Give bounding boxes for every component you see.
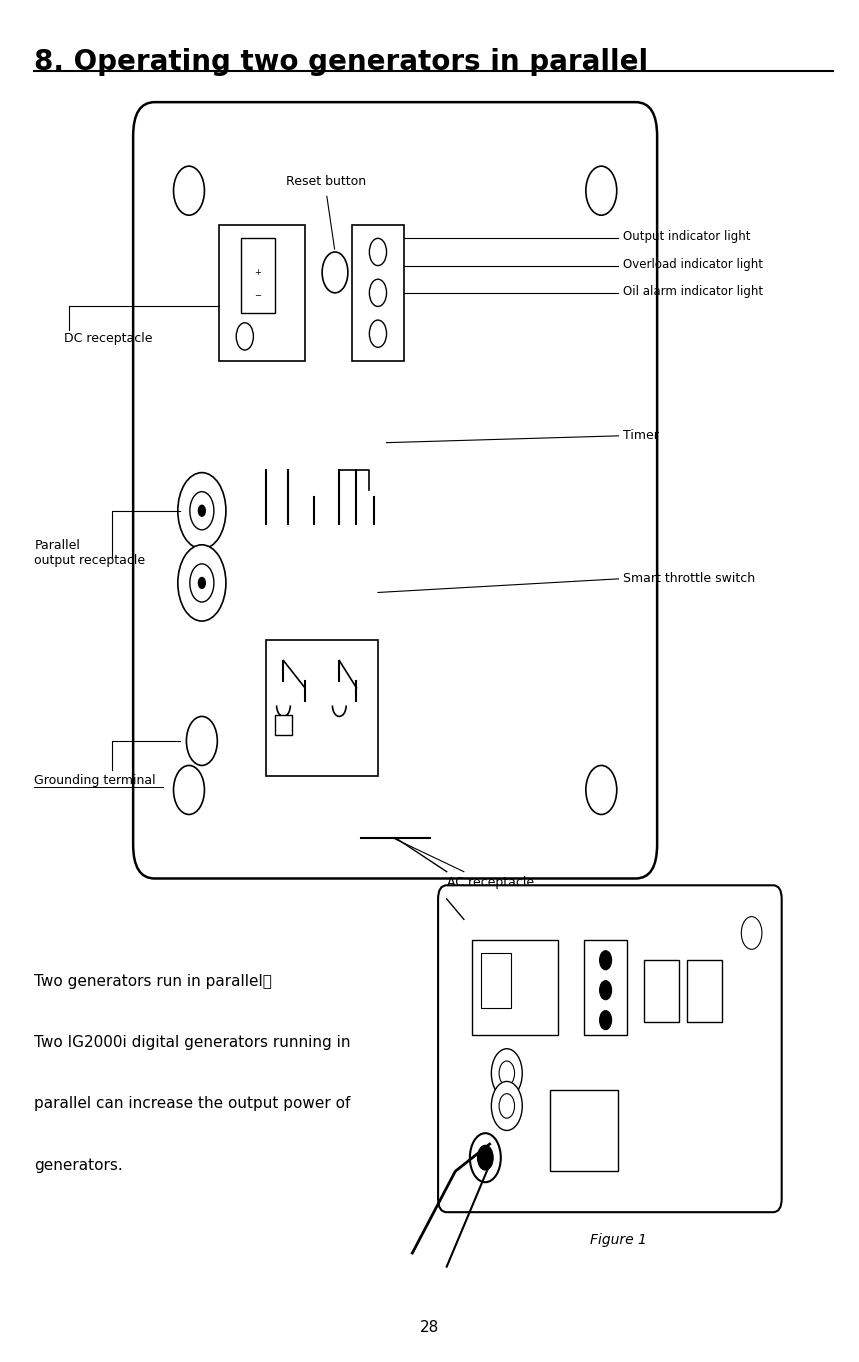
Bar bbox=[219, 225, 305, 361]
Circle shape bbox=[190, 564, 214, 602]
Text: Smart throttle switch: Smart throttle switch bbox=[623, 572, 755, 586]
Circle shape bbox=[174, 166, 204, 215]
Bar bbox=[687, 960, 722, 1022]
Circle shape bbox=[322, 252, 348, 293]
Text: Output indicator light: Output indicator light bbox=[623, 230, 750, 244]
Circle shape bbox=[600, 951, 612, 970]
Bar bbox=[266, 640, 378, 776]
Circle shape bbox=[369, 279, 387, 306]
Circle shape bbox=[741, 917, 762, 949]
Bar bbox=[550, 1090, 618, 1171]
Text: Parallel
output receptacle: Parallel output receptacle bbox=[34, 539, 145, 568]
Circle shape bbox=[478, 1145, 493, 1170]
Circle shape bbox=[369, 238, 387, 266]
Circle shape bbox=[491, 1081, 522, 1130]
Circle shape bbox=[499, 1061, 515, 1086]
Text: AC receptacle: AC receptacle bbox=[447, 876, 533, 889]
Circle shape bbox=[491, 1049, 522, 1098]
Circle shape bbox=[586, 166, 617, 215]
Text: parallel can increase the output power of: parallel can increase the output power o… bbox=[34, 1096, 350, 1111]
Text: Overload indicator light: Overload indicator light bbox=[623, 257, 763, 271]
Text: Two generators run in parallel：: Two generators run in parallel： bbox=[34, 974, 272, 989]
Circle shape bbox=[198, 577, 205, 588]
FancyBboxPatch shape bbox=[438, 885, 782, 1212]
Text: Grounding terminal: Grounding terminal bbox=[34, 774, 156, 787]
Circle shape bbox=[174, 765, 204, 814]
Bar bbox=[644, 960, 679, 1022]
Circle shape bbox=[369, 320, 387, 347]
Circle shape bbox=[178, 545, 226, 621]
Circle shape bbox=[600, 1011, 612, 1030]
FancyBboxPatch shape bbox=[133, 102, 657, 878]
Text: generators.: generators. bbox=[34, 1158, 123, 1173]
Circle shape bbox=[236, 323, 253, 350]
Text: +: + bbox=[254, 268, 261, 276]
Text: Two IG2000i digital generators running in: Two IG2000i digital generators running i… bbox=[34, 1035, 350, 1050]
Bar bbox=[472, 940, 558, 1035]
Text: 28: 28 bbox=[420, 1320, 439, 1335]
Bar bbox=[352, 225, 404, 361]
Bar bbox=[584, 940, 627, 1035]
Bar bbox=[241, 238, 275, 313]
Text: Reset button: Reset button bbox=[286, 174, 367, 188]
Bar bbox=[481, 953, 511, 1008]
Circle shape bbox=[499, 1094, 515, 1118]
Text: DC receptacle: DC receptacle bbox=[64, 332, 153, 346]
Text: Figure 1: Figure 1 bbox=[590, 1233, 647, 1246]
Text: 8. Operating two generators in parallel: 8. Operating two generators in parallel bbox=[34, 48, 649, 76]
Circle shape bbox=[470, 1133, 501, 1182]
Circle shape bbox=[190, 492, 214, 530]
Circle shape bbox=[198, 505, 205, 516]
Text: −: − bbox=[254, 291, 261, 300]
Text: Timer: Timer bbox=[623, 429, 659, 443]
Circle shape bbox=[178, 473, 226, 549]
Circle shape bbox=[186, 716, 217, 765]
Bar bbox=[275, 715, 292, 735]
Circle shape bbox=[586, 765, 617, 814]
Text: Oil alarm indicator light: Oil alarm indicator light bbox=[623, 285, 763, 298]
Circle shape bbox=[600, 981, 612, 1000]
